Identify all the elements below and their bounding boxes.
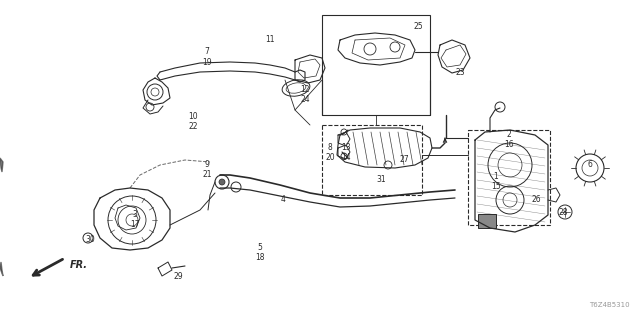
Text: 11: 11 — [265, 35, 275, 44]
Text: 5: 5 — [257, 243, 262, 252]
Text: 27: 27 — [399, 155, 409, 164]
Text: 21: 21 — [202, 170, 212, 179]
Bar — [322, 15, 430, 115]
Text: 17: 17 — [130, 220, 140, 229]
Text: 16: 16 — [504, 140, 514, 149]
Text: 3: 3 — [132, 210, 138, 219]
Text: 20: 20 — [325, 153, 335, 162]
Bar — [478, 214, 496, 228]
Text: 18: 18 — [255, 253, 265, 262]
Text: 4: 4 — [280, 195, 285, 204]
Text: 30: 30 — [85, 235, 95, 244]
Polygon shape — [0, 262, 3, 276]
Text: 19: 19 — [202, 58, 212, 67]
Text: 7: 7 — [205, 47, 209, 56]
Text: 6: 6 — [588, 160, 593, 169]
Circle shape — [219, 179, 225, 185]
Text: 9: 9 — [205, 160, 209, 169]
Text: 12: 12 — [300, 85, 310, 94]
Text: 14: 14 — [341, 153, 351, 162]
Text: T6Z4B5310: T6Z4B5310 — [589, 302, 630, 308]
Text: 8: 8 — [328, 143, 332, 152]
Text: 28: 28 — [558, 208, 568, 217]
Text: 31: 31 — [376, 175, 386, 184]
Bar — [468, 130, 550, 225]
Text: 13: 13 — [341, 143, 351, 152]
Text: 2: 2 — [507, 130, 511, 139]
Text: FR.: FR. — [70, 260, 88, 270]
Text: 22: 22 — [188, 122, 198, 131]
Text: 10: 10 — [188, 112, 198, 121]
Bar — [322, 125, 422, 195]
Text: 25: 25 — [413, 22, 423, 31]
Text: 1: 1 — [493, 172, 499, 181]
Polygon shape — [0, 158, 3, 172]
Text: 29: 29 — [173, 272, 183, 281]
Text: 23: 23 — [455, 68, 465, 77]
Text: 26: 26 — [531, 195, 541, 204]
Text: 24: 24 — [300, 95, 310, 104]
Text: 15: 15 — [491, 182, 501, 191]
